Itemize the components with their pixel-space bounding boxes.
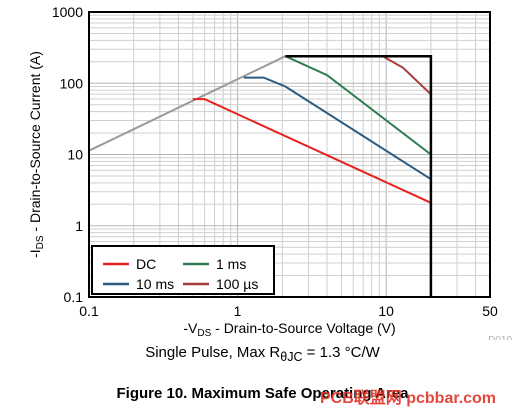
series-line-ms10 <box>243 76 432 181</box>
series-line-ms1 <box>284 55 432 156</box>
watermark: PCB联盟网 pcbbar.com <box>320 390 497 407</box>
legend-label-ms1: 1 ms <box>216 256 246 272</box>
x-tick-label: 50 <box>482 303 498 319</box>
rds-limit-line <box>88 55 286 152</box>
x-axis-title: -VDS - Drain-to-Source Voltage (V) <box>183 320 395 339</box>
note-prefix: Single Pulse, Max R <box>145 344 281 361</box>
legend-box <box>91 245 275 295</box>
series-line-dc <box>192 98 432 204</box>
legend-label-ms10: 10 ms <box>136 276 174 292</box>
figure-caption: Figure 10. Maximum Safe Operating Area <box>116 385 409 402</box>
y-tick-label: 1 <box>75 218 83 234</box>
legend-label-dc: DC <box>136 256 156 272</box>
plot-border <box>88 11 491 298</box>
y-tick-label: 10 <box>67 147 83 163</box>
legend-label-us100: 100 µs <box>216 276 258 292</box>
chart-note: Single Pulse, Max RθJC = 1.3 °C/W <box>0 344 525 364</box>
y-tick-label: 1000 <box>52 4 83 20</box>
note-subscript: θJC <box>280 350 303 364</box>
safe-operating-area-chart: 0.1 1 10 50 0.1 1 10 100 1000 -VDS - Drain-to-Sou… <box>27 4 512 340</box>
y-axis-title: -IDS - Drain-to-Source Current (A) <box>27 51 46 258</box>
x-tick-label: 1 <box>234 303 242 319</box>
soa-boundary-line <box>285 54 433 297</box>
note-suffix: = 1.3 °C/W <box>302 344 380 361</box>
x-tick-label: 10 <box>378 303 394 319</box>
x-tick-label: 0.1 <box>79 303 99 319</box>
y-tick-label: 100 <box>60 75 84 91</box>
y-tick-label: 0.1 <box>64 289 84 305</box>
figure-code: D010 <box>488 335 512 340</box>
